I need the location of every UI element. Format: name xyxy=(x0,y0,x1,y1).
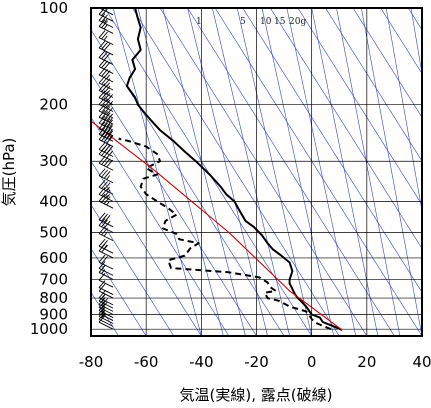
wind-barb xyxy=(112,8,114,9)
x-tick-label: -20 xyxy=(244,353,269,371)
parcel-path-line xyxy=(91,120,343,331)
dry-adiabat-line xyxy=(91,204,175,336)
wind-barb xyxy=(98,300,114,315)
wind-barb xyxy=(98,212,114,228)
plot-frame xyxy=(90,7,423,337)
y-tick-label: 600 xyxy=(39,249,68,267)
dry-adiabat-line xyxy=(297,8,422,206)
x-axis-title: 気温(実線), 露点(破線) xyxy=(180,386,333,404)
wind-barb xyxy=(98,280,114,295)
y-tick-label: 300 xyxy=(39,152,68,170)
dry-adiabat-line xyxy=(91,160,202,336)
mixing-ratio-line xyxy=(410,8,422,76)
mixing-ratio-line xyxy=(212,8,290,336)
dry-adiabat-line xyxy=(91,247,147,336)
mixing-ratio-line xyxy=(286,8,357,336)
y-tick-label: 200 xyxy=(39,96,68,114)
mixing-ratio-label: 1 xyxy=(196,17,202,27)
x-axis-ticks: -80 -60 -40 -20 0 20 40 xyxy=(79,353,431,371)
mixing-ratio-line xyxy=(187,8,268,336)
mixing-ratio-label: 20g xyxy=(289,17,306,27)
wind-barb xyxy=(98,83,114,98)
wind-barb xyxy=(98,142,114,157)
mixing-ratio-line xyxy=(261,8,335,336)
wind-barb xyxy=(98,179,114,195)
wind-barb xyxy=(98,50,114,65)
mixing-ratio-label: 15 xyxy=(274,17,286,27)
mixing-ratio-line xyxy=(236,8,312,336)
y-axis-title: 気圧(hPa) xyxy=(0,138,18,207)
mixing-ratio-label: 10 xyxy=(260,17,272,27)
mixing-ratio-labels: 1 5 10 15 20g xyxy=(196,17,306,27)
dry-adiabat-line xyxy=(187,8,395,336)
x-tick-label: -60 xyxy=(134,353,159,371)
wind-barb xyxy=(98,168,114,184)
dry-adiabat-line xyxy=(325,8,422,162)
wind-barb xyxy=(98,238,114,254)
dry-adiabat-line xyxy=(352,8,422,118)
wind-barbs xyxy=(98,8,114,330)
dry-adiabat-line xyxy=(380,8,422,75)
wind-barb xyxy=(98,193,114,209)
dry-adiabat-line xyxy=(91,73,257,336)
mixing-ratio-line xyxy=(361,8,422,336)
wind-barb xyxy=(98,8,114,22)
wind-barb xyxy=(98,40,114,56)
dry-adiabat-line xyxy=(214,8,422,336)
wind-barb xyxy=(98,155,114,171)
y-tick-label: 900 xyxy=(39,305,68,323)
series-layer xyxy=(91,8,343,331)
wind-barb xyxy=(98,272,114,288)
wind-barb xyxy=(98,19,114,34)
wind-barb xyxy=(98,13,114,28)
wind-barb xyxy=(98,97,114,112)
y-tick-label: 700 xyxy=(39,270,68,288)
wind-barb xyxy=(98,115,114,131)
wind-barb xyxy=(98,30,114,46)
x-tick-label: 0 xyxy=(307,353,317,371)
mixing-ratio-line xyxy=(336,8,401,336)
x-tick-label: -40 xyxy=(189,353,214,371)
wind-barb xyxy=(98,59,114,74)
y-tick-label: 400 xyxy=(39,192,68,210)
dry-adiabat-line xyxy=(270,8,422,250)
x-tick-label: 20 xyxy=(357,353,376,371)
wind-barb xyxy=(98,103,114,119)
mixing-ratio-line xyxy=(137,8,224,336)
mixing-ratio-label: 5 xyxy=(240,17,246,27)
mixing-ratio-line xyxy=(385,8,422,213)
wind-barb xyxy=(98,187,114,202)
wind-barb xyxy=(98,109,114,125)
y-tick-label: 800 xyxy=(39,289,68,307)
x-tick-label: 40 xyxy=(412,353,431,371)
grid xyxy=(91,8,422,336)
y-tick-label: 1000 xyxy=(30,320,68,338)
dry-adiabat-line xyxy=(242,8,422,293)
mixing-ratio-line xyxy=(162,8,246,336)
temperature-line xyxy=(125,8,343,331)
wind-barb xyxy=(98,290,114,306)
wind-barb xyxy=(98,218,114,233)
y-tick-label: 100 xyxy=(39,0,68,17)
dry-adiabat-line xyxy=(159,8,368,336)
wind-barb xyxy=(98,261,114,276)
wind-barb xyxy=(98,283,114,299)
y-tick-label: 500 xyxy=(39,224,68,242)
wind-barb xyxy=(98,254,114,270)
x-tick-label: -80 xyxy=(79,353,104,371)
wind-barb xyxy=(98,90,114,106)
wind-barb xyxy=(98,121,114,137)
dry-adiabat-line xyxy=(91,116,230,336)
dry-adiabat-line xyxy=(132,8,340,336)
